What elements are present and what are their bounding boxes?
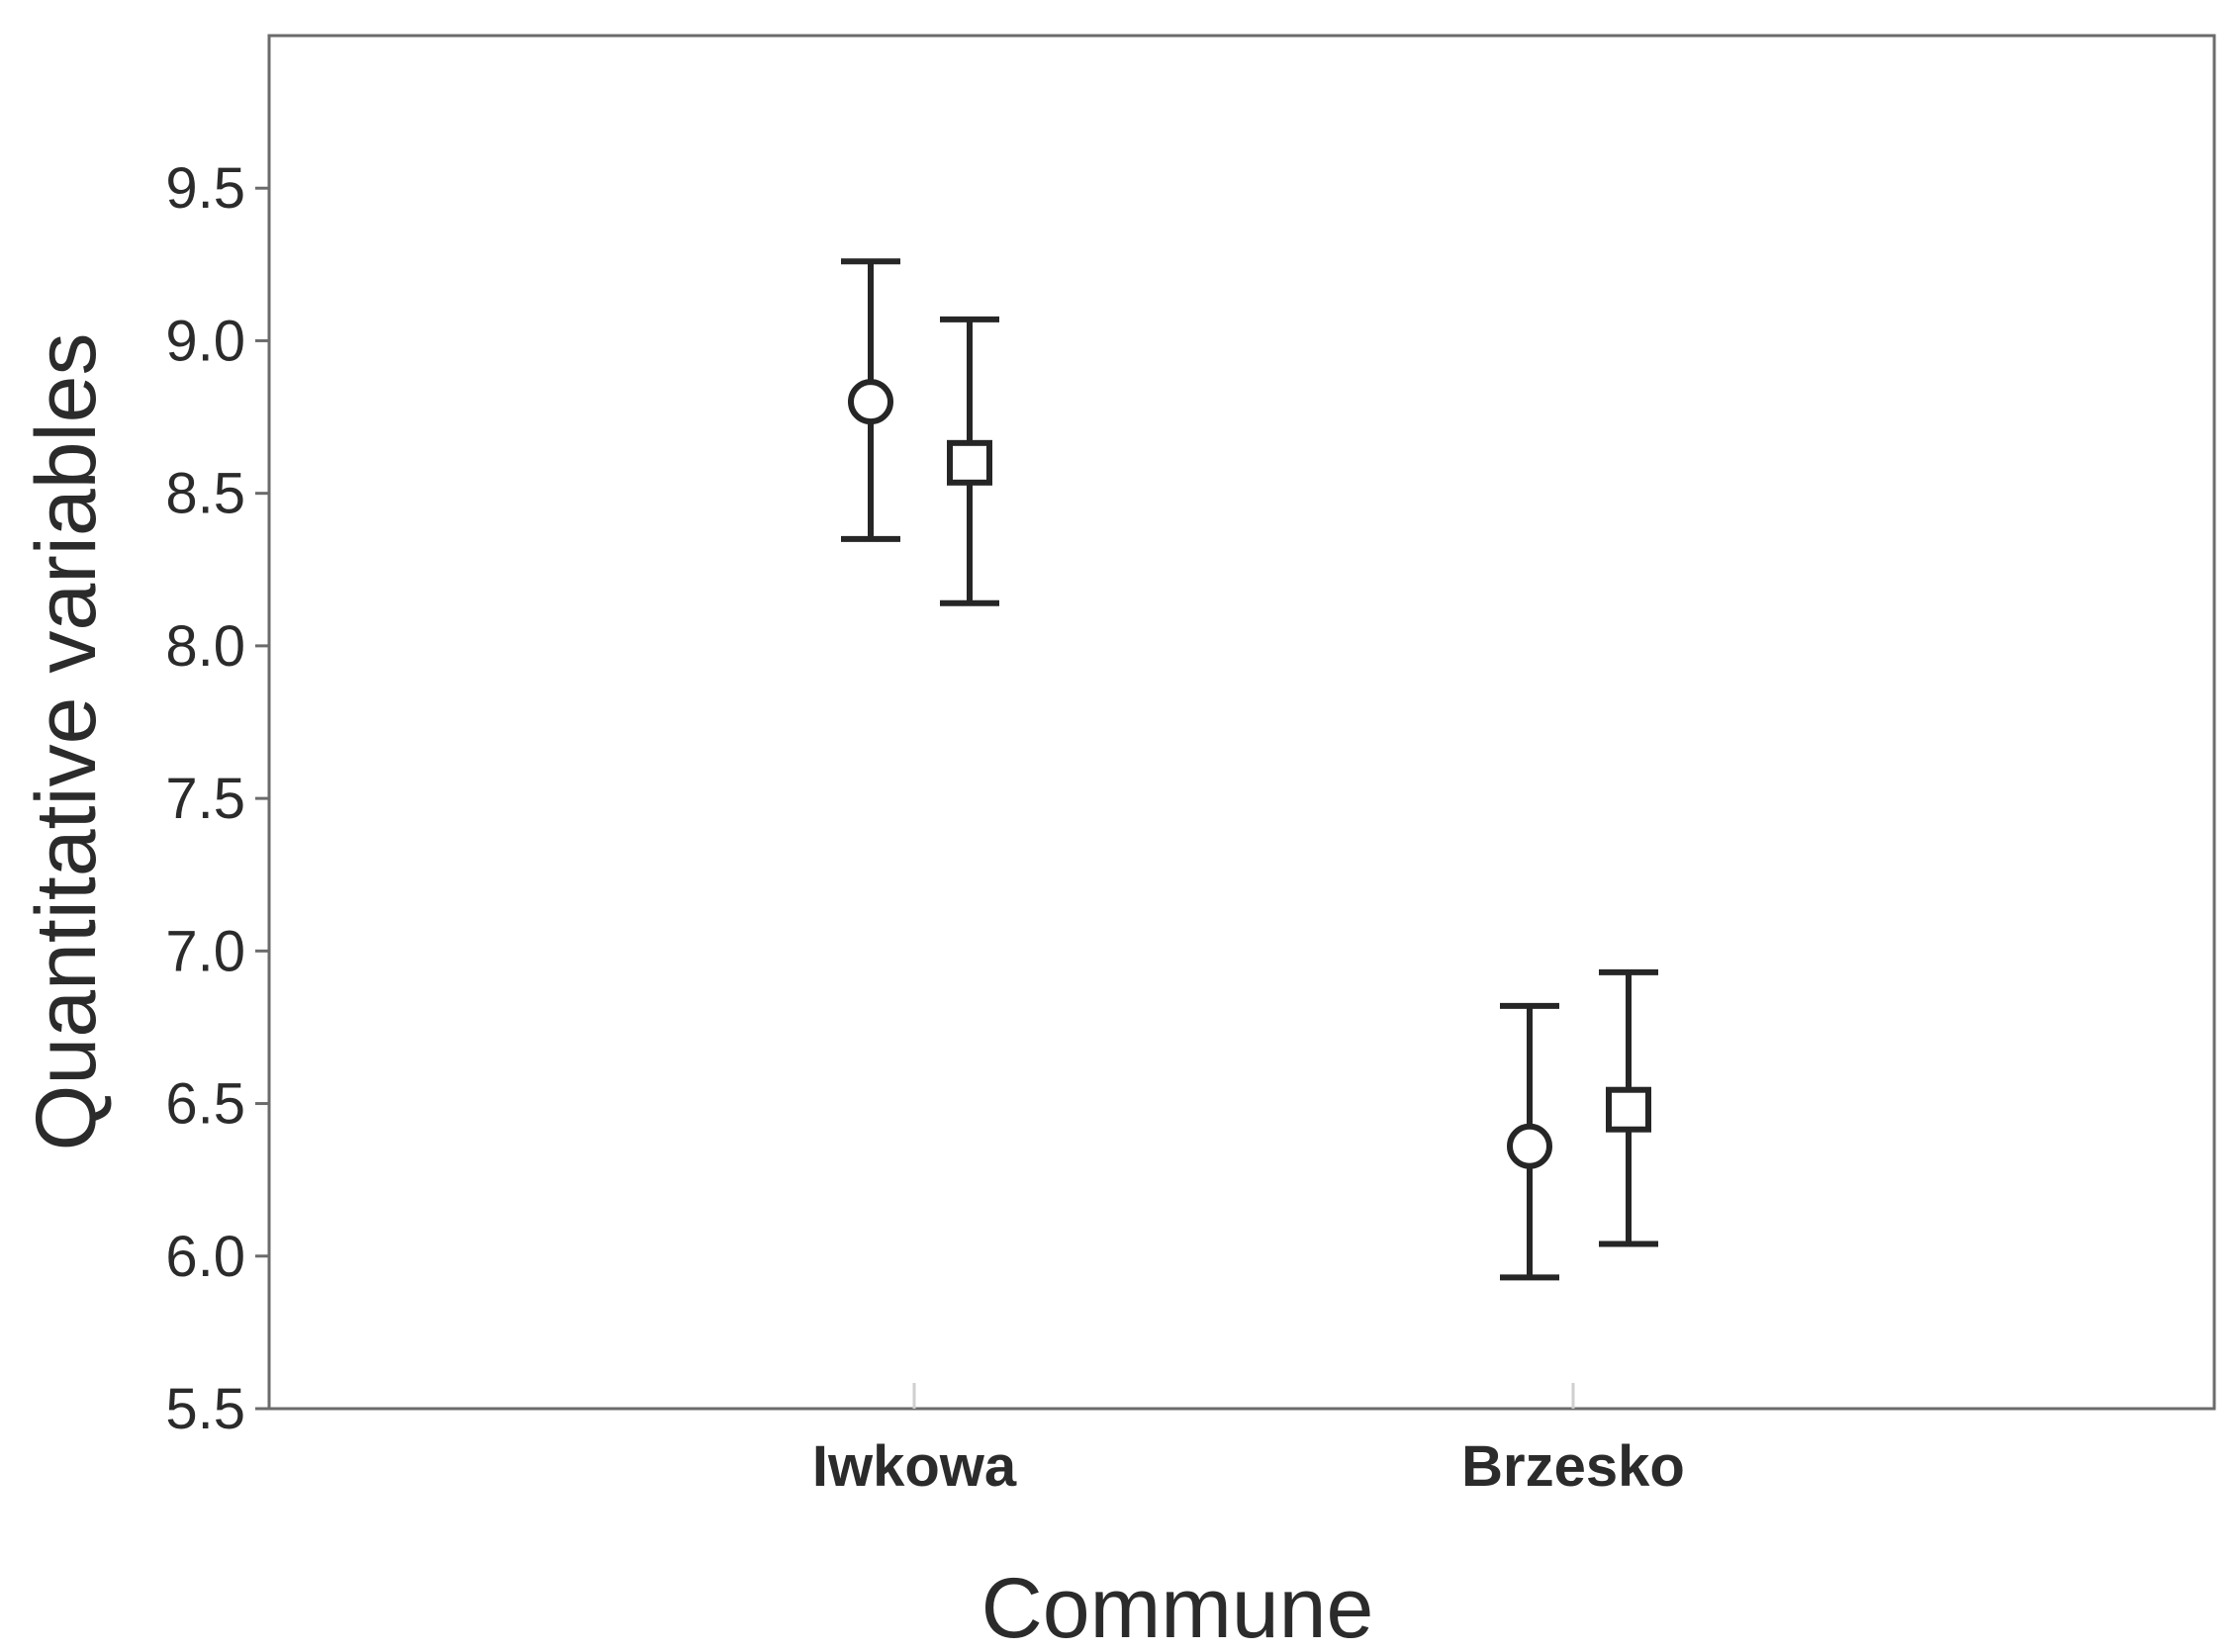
point-circle-marker — [848, 379, 893, 425]
y-tick-label: 8.5 — [165, 462, 245, 526]
y-tick-label: 9.0 — [165, 309, 245, 373]
x-axis-ticks: Iwkowa Brzesko — [812, 1383, 1685, 1499]
y-tick-label: 6.0 — [165, 1225, 245, 1289]
y-tick-label: 5.5 — [165, 1377, 245, 1441]
y-tick-label: 7.0 — [165, 919, 245, 983]
x-category-label: Brzesko — [1461, 1434, 1685, 1499]
y-tick-label: 8.0 — [165, 614, 245, 679]
y-tick-label: 7.5 — [165, 767, 245, 831]
plot-frame — [267, 34, 2216, 1411]
x-axis-title: Commune — [981, 1561, 1374, 1652]
point-square-marker — [947, 439, 992, 486]
y-axis-ticks: 5.5 6.0 6.5 7.0 7.5 8.0 8.5 9.0 9.5 — [165, 156, 269, 1441]
y-tick-label: 9.5 — [165, 156, 245, 221]
y-axis-title: Quantitative variables — [19, 333, 114, 1151]
data-marks — [841, 258, 1658, 1281]
x-category-label: Iwkowa — [812, 1434, 1017, 1499]
point-square-marker — [1606, 1086, 1651, 1133]
y-tick-label: 6.5 — [165, 1072, 245, 1137]
point-circle-marker — [1507, 1123, 1552, 1169]
